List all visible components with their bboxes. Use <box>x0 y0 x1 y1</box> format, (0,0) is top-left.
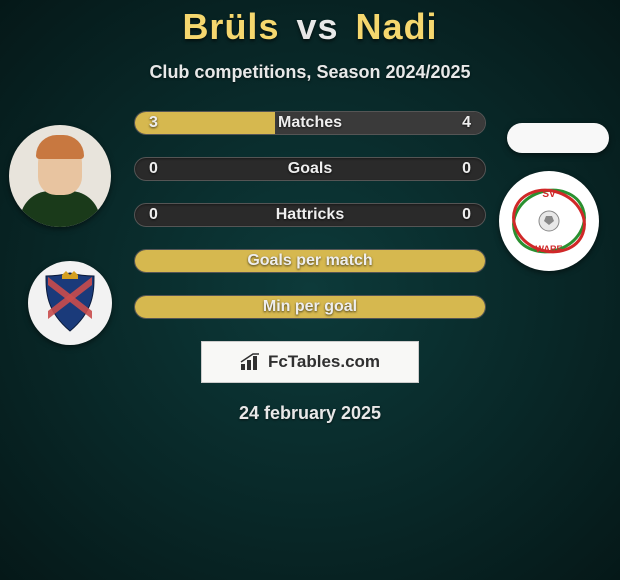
subtitle: Club competitions, Season 2024/2025 <box>0 62 620 83</box>
stat-label: Goals <box>288 160 332 178</box>
player2-club-logo: SV WARE <box>499 171 599 271</box>
stat-value-left: 0 <box>149 160 158 178</box>
stat-value-left: 0 <box>149 206 158 224</box>
brand-box: FcTables.com <box>201 341 419 383</box>
stat-value-right: 0 <box>462 206 471 224</box>
stats-container: 3 4 Matches 0 0 Goals 0 0 Hattricks Goals per mat… <box>134 111 486 319</box>
stat-value-right: 0 <box>462 160 471 178</box>
stat-label: Hattricks <box>276 206 344 224</box>
stat-row: 3 4 Matches <box>134 111 486 135</box>
stat-row: Min per goal <box>134 295 486 319</box>
stat-row: 0 0 Hattricks <box>134 203 486 227</box>
stat-label: Matches <box>278 114 342 132</box>
title-vs: vs <box>296 6 338 47</box>
date-text: 24 february 2025 <box>0 403 620 424</box>
player1-avatar <box>9 125 111 227</box>
title-player1: Brüls <box>182 6 279 47</box>
stat-label: Goals per match <box>247 252 372 270</box>
title-player2: Nadi <box>356 6 438 47</box>
player1-club-logo <box>28 261 112 345</box>
stat-value-left: 3 <box>149 114 158 132</box>
chart-icon <box>240 353 262 371</box>
stat-label: Min per goal <box>263 298 357 316</box>
stat-row: Goals per match <box>134 249 486 273</box>
stat-value-right: 4 <box>462 114 471 132</box>
player2-avatar <box>507 123 609 153</box>
brand-text: FcTables.com <box>268 352 380 372</box>
stat-row: 0 0 Goals <box>134 157 486 181</box>
club2-bottom-text: WARE <box>536 244 563 254</box>
page-title: Brüls vs Nadi <box>0 0 620 48</box>
club2-top-text: SV <box>542 189 556 200</box>
